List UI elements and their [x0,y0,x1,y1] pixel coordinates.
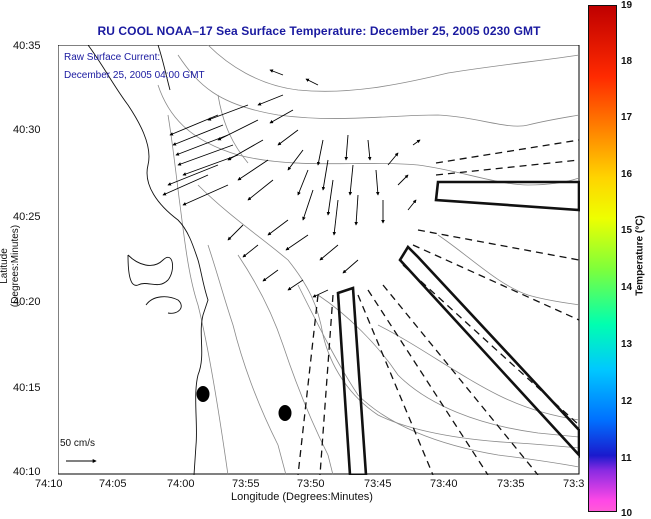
mooring-marker [196,386,210,402]
radar-coverage-lines [297,139,580,475]
shipping-lane-southeast [398,244,580,459]
legend-timestamp: December 25, 2005 04:00 GMT [64,70,205,81]
shipping-lane-south [336,286,368,475]
x-axis-title: Longitude (Degrees:Minutes) [231,491,373,503]
legend-title: Raw Surface Current: [64,52,161,63]
x-tick-label: 74:00 [167,478,195,490]
mooring-marker [278,405,292,421]
current-vectors [162,69,421,298]
y-tick-label: 40:20 [13,296,41,308]
map-plot [58,45,580,475]
colorbar-tick: 14 [621,282,633,293]
coastline [87,45,209,475]
colorbar-tick: 12 [621,396,633,407]
y-axis-title: Latitude (Degrees:Minutes) [0,224,21,308]
temperature-colorbar [588,5,617,512]
colorbar-title: Temperature (°C) [634,215,646,296]
colorbar-tick: 10 [621,508,633,519]
colorbar-tick: 11 [621,453,632,464]
x-tick-label: 74:10 [35,478,63,490]
x-tick-label: 73:40 [430,478,458,490]
x-tick-label: 73:3 [563,478,585,490]
shipping-lane-north [434,180,580,212]
x-tick-label: 73:35 [497,478,525,490]
map-title: RU COOL NOAA–17 Sea Surface Temperature:… [97,24,541,38]
colorbar-tick: 13 [621,339,633,350]
shipping-lanes [336,180,580,475]
colorbar-tick: 18 [621,56,633,67]
bathymetry-contours [157,45,580,475]
x-tick-label: 73:45 [364,478,392,490]
x-tick-label: 73:55 [232,478,260,490]
colorbar-tick: 16 [621,169,633,180]
y-tick-label: 40:15 [13,382,41,394]
plot-frame [58,45,580,475]
scale-label: 50 cm/s [60,438,96,449]
colorbar-tick: 19 [621,0,633,11]
colorbar-tick: 15 [621,225,633,236]
y-tick-label: 40:10 [13,466,41,478]
y-tick-label: 40:25 [13,211,41,223]
y-tick-label: 40:35 [13,40,41,52]
y-tick-label: 40:30 [13,124,41,136]
x-tick-label: 73:50 [297,478,325,490]
x-tick-label: 74:05 [99,478,127,490]
colorbar-tick: 17 [621,112,633,123]
